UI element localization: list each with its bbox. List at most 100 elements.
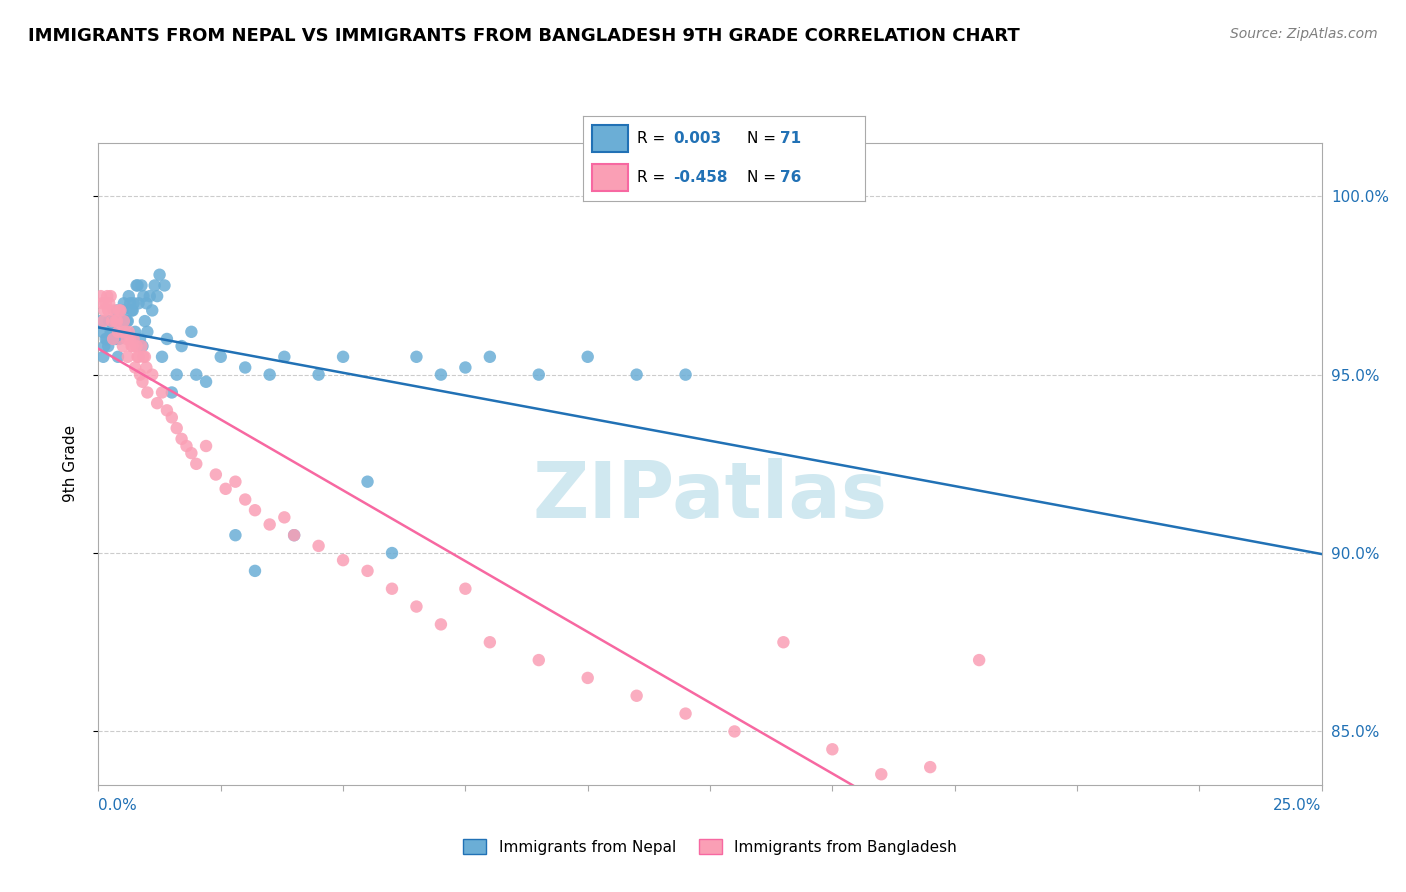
Point bbox=[105, 303, 128, 318]
Point bbox=[97, 339, 120, 353]
Point bbox=[166, 368, 188, 382]
Point bbox=[626, 689, 648, 703]
Point bbox=[121, 303, 143, 318]
Point bbox=[180, 446, 202, 460]
Point bbox=[478, 350, 501, 364]
Point bbox=[405, 350, 427, 364]
Point bbox=[128, 350, 150, 364]
Point bbox=[93, 339, 115, 353]
Point bbox=[120, 296, 142, 310]
Point bbox=[224, 528, 246, 542]
Point bbox=[136, 325, 159, 339]
Point bbox=[96, 289, 118, 303]
Point bbox=[94, 332, 117, 346]
Point bbox=[111, 303, 134, 318]
Point bbox=[153, 278, 176, 293]
Point bbox=[430, 617, 453, 632]
Point bbox=[214, 482, 236, 496]
Point bbox=[283, 528, 305, 542]
Point bbox=[381, 582, 404, 596]
Point bbox=[156, 332, 179, 346]
Point bbox=[108, 303, 131, 318]
Point bbox=[117, 350, 139, 364]
Point bbox=[259, 517, 281, 532]
Point bbox=[576, 350, 599, 364]
Point bbox=[112, 296, 135, 310]
Point bbox=[527, 368, 550, 382]
Point bbox=[233, 492, 256, 507]
Point bbox=[131, 339, 153, 353]
Legend: Immigrants from Nepal, Immigrants from Bangladesh: Immigrants from Nepal, Immigrants from B… bbox=[457, 832, 963, 861]
Point bbox=[186, 457, 208, 471]
Point bbox=[122, 296, 145, 310]
Point bbox=[103, 314, 125, 328]
Point bbox=[356, 564, 378, 578]
Point bbox=[283, 528, 305, 542]
Point bbox=[723, 724, 745, 739]
Point bbox=[101, 325, 124, 339]
Point bbox=[90, 289, 112, 303]
Text: ZIPatlas: ZIPatlas bbox=[533, 458, 887, 534]
Point bbox=[115, 332, 138, 346]
Point bbox=[129, 332, 152, 346]
Point bbox=[124, 360, 146, 375]
Point bbox=[170, 432, 193, 446]
Point bbox=[112, 314, 135, 328]
Point bbox=[98, 314, 121, 328]
FancyBboxPatch shape bbox=[592, 164, 628, 192]
Point bbox=[105, 314, 128, 328]
Text: Source: ZipAtlas.com: Source: ZipAtlas.com bbox=[1230, 27, 1378, 41]
Point bbox=[146, 289, 169, 303]
Point bbox=[114, 325, 136, 339]
Point bbox=[156, 403, 179, 417]
Point bbox=[117, 314, 139, 328]
Text: 0.0%: 0.0% bbox=[98, 798, 138, 814]
Point bbox=[381, 546, 404, 560]
Point bbox=[141, 303, 163, 318]
Point bbox=[100, 325, 122, 339]
Point bbox=[273, 510, 295, 524]
Point bbox=[127, 350, 149, 364]
Point bbox=[454, 360, 477, 375]
Point bbox=[131, 278, 153, 293]
Point bbox=[186, 368, 208, 382]
Point bbox=[527, 653, 550, 667]
Point bbox=[308, 539, 330, 553]
Point bbox=[121, 303, 143, 318]
Point bbox=[195, 439, 218, 453]
Point bbox=[100, 289, 122, 303]
Text: N =: N = bbox=[747, 170, 780, 186]
Point bbox=[195, 375, 218, 389]
Point bbox=[107, 350, 129, 364]
FancyBboxPatch shape bbox=[592, 125, 628, 153]
Point bbox=[111, 325, 134, 339]
Point bbox=[576, 671, 599, 685]
Point bbox=[96, 332, 118, 346]
Point bbox=[118, 325, 141, 339]
Point bbox=[101, 314, 124, 328]
Point bbox=[176, 439, 198, 453]
Point bbox=[135, 296, 157, 310]
Point bbox=[166, 421, 188, 435]
Y-axis label: 9th Grade: 9th Grade bbox=[63, 425, 77, 502]
Point bbox=[103, 303, 125, 318]
Point bbox=[675, 706, 697, 721]
Point bbox=[111, 339, 134, 353]
Point bbox=[141, 368, 163, 382]
Point bbox=[110, 303, 132, 318]
Point bbox=[120, 332, 142, 346]
Text: -0.458: -0.458 bbox=[673, 170, 728, 186]
Point bbox=[967, 653, 990, 667]
Point bbox=[356, 475, 378, 489]
Point bbox=[243, 564, 266, 578]
Text: 76: 76 bbox=[780, 170, 801, 186]
Point bbox=[478, 635, 501, 649]
Point bbox=[430, 368, 453, 382]
Point bbox=[135, 360, 157, 375]
Point bbox=[143, 278, 166, 293]
Point bbox=[821, 742, 844, 756]
Point bbox=[121, 339, 143, 353]
Point bbox=[149, 268, 172, 282]
Point bbox=[104, 332, 127, 346]
Point bbox=[150, 385, 173, 400]
